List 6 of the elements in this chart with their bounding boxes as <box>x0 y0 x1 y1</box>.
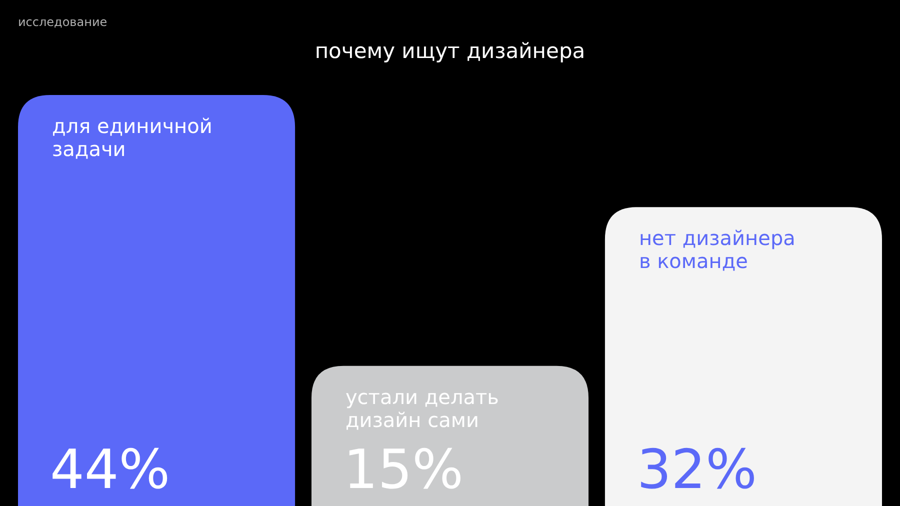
data-label: 32% <box>636 438 757 501</box>
text: исследование <box>18 15 108 29</box>
x-tick-label: для единичной задачи <box>52 114 212 161</box>
chart-title: почему ищут дизайнера <box>314 39 586 63</box>
data-label: 44% <box>50 438 170 501</box>
x-tick-label: нет дизайнера в команде <box>638 226 796 274</box>
